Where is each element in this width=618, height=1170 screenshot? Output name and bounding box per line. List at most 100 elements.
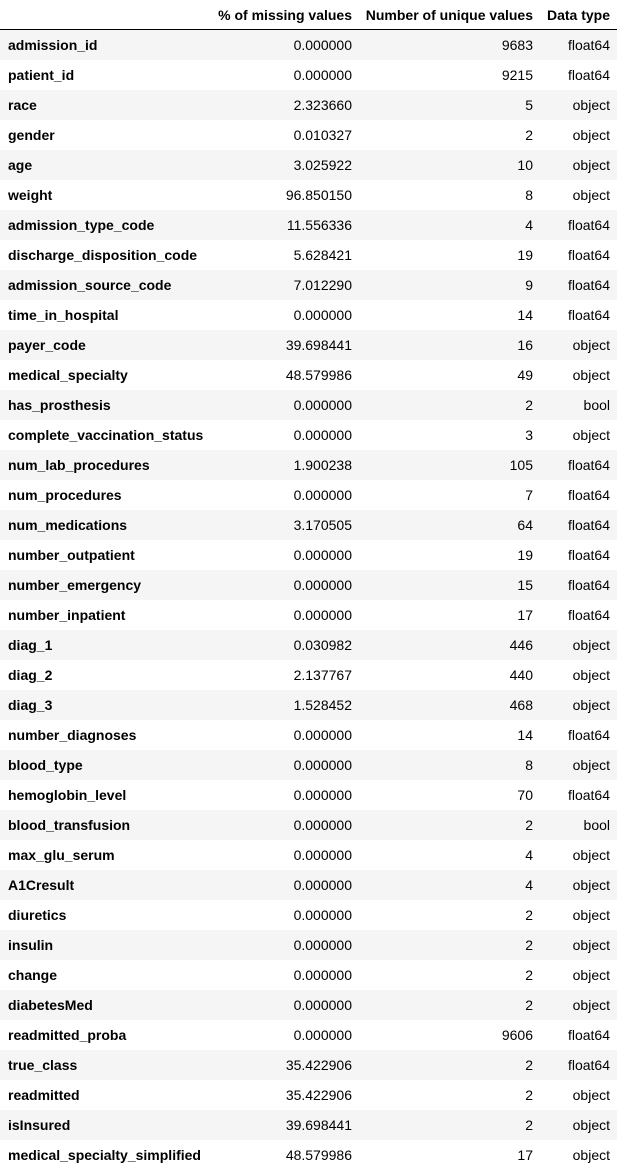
data-type-cell: object [572, 336, 610, 353]
unique-values-cell: 468 [509, 696, 533, 713]
column-name-cell: race [8, 96, 37, 113]
table-row: num_procedures 0.000000 7 float64 [0, 479, 617, 510]
column-name-cell: number_inpatient [8, 606, 126, 623]
column-name-cell: blood_transfusion [8, 816, 131, 833]
missing-values-cell: 0.000000 [293, 846, 352, 863]
data-type-cell: bool [583, 816, 610, 833]
unique-values-cell: 70 [517, 786, 533, 803]
data-type-cell: float64 [567, 1056, 610, 1073]
missing-values-cell: 0.000000 [293, 576, 352, 593]
table-row: diag_3 1.528452 468 object [0, 689, 617, 720]
table-row: admission_type_code 11.556336 4 float64 [0, 209, 617, 240]
column-name-cell: num_medications [8, 516, 128, 533]
missing-values-cell: 7.012290 [293, 276, 352, 293]
table-row: num_medications 3.170505 64 float64 [0, 509, 617, 540]
missing-values-cell: 48.579986 [285, 366, 352, 383]
unique-values-cell: 9606 [501, 1026, 533, 1043]
unique-values-cell: 4 [525, 876, 533, 893]
index-header [0, 0, 211, 30]
data-type-cell: object [572, 636, 610, 653]
unique-values-cell: 17 [517, 1146, 533, 1163]
data-type-cell: float64 [567, 726, 610, 743]
missing-values-cell: 0.000000 [293, 36, 352, 53]
unique-values-cell: 49 [517, 366, 533, 383]
data-type-cell: bool [583, 396, 610, 413]
column-name-cell: num_procedures [8, 486, 122, 503]
missing-values-cell: 0.000000 [293, 486, 352, 503]
missing-values-cell: 0.000000 [293, 996, 352, 1013]
data-type-cell: object [572, 126, 610, 143]
column-name-cell: change [8, 966, 58, 983]
column-name-cell: number_diagnoses [8, 726, 137, 743]
unique-values-cell: 8 [525, 756, 533, 773]
table-row: age 3.025922 10 object [0, 149, 617, 180]
table-row: diabetesMed 0.000000 2 object [0, 989, 617, 1020]
unique-values-cell: 17 [517, 606, 533, 623]
table-row: diag_1 0.030982 446 object [0, 629, 617, 660]
column-name-cell: admission_source_code [8, 276, 172, 293]
data-type-cell: object [572, 1086, 610, 1103]
data-type-cell: float64 [567, 216, 610, 233]
unique-values-cell: 19 [517, 546, 533, 563]
unique-values-cell: 9683 [501, 36, 533, 53]
table-row: weight 96.850150 8 object [0, 179, 617, 210]
missing-values-cell: 39.698441 [285, 336, 352, 353]
column-name-cell: age [8, 156, 33, 173]
column-name-cell: weight [8, 186, 53, 203]
table-row: patient_id 0.000000 9215 float64 [0, 59, 617, 90]
data-type-cell: object [572, 666, 610, 683]
missing-values-cell: 35.422906 [285, 1086, 352, 1103]
missing-values-cell: 11.556336 [286, 216, 352, 233]
data-type-cell: object [572, 846, 610, 863]
table-row: hemoglobin_level 0.000000 70 float64 [0, 779, 617, 810]
data-type-cell: object [572, 426, 610, 443]
missing-values-cell: 0.010327 [293, 126, 352, 143]
unique-values-cell: 14 [517, 726, 533, 743]
data-type-cell: float64 [567, 486, 610, 503]
column-name-cell: patient_id [8, 66, 75, 83]
table-row: number_outpatient 0.000000 19 float64 [0, 539, 617, 570]
missing-values-cell: 3.170505 [293, 516, 352, 533]
column-name-cell: max_glu_serum [8, 846, 115, 863]
column-name-cell: hemoglobin_level [8, 786, 127, 803]
table-row: num_lab_procedures 1.900238 105 float64 [0, 449, 617, 480]
unique-values-cell: 5 [525, 96, 533, 113]
column-name-cell: true_class [8, 1056, 78, 1073]
unique-values-cell: 8 [525, 186, 533, 203]
unique-values-cell: 4 [525, 216, 533, 233]
unique-values-header: Number of unique values [359, 0, 540, 30]
data-type-cell: object [572, 366, 610, 383]
data-type-cell: float64 [567, 576, 610, 593]
table-row: max_glu_serum 0.000000 4 object [0, 839, 617, 870]
table-row: medical_specialty_simplified 48.579986 17 o… [0, 1139, 617, 1170]
unique-values-cell: 440 [509, 666, 533, 683]
missing-values-cell: 0.000000 [293, 546, 352, 563]
missing-values-cell: 0.000000 [293, 876, 352, 893]
table-row: medical_specialty 48.579986 49 object [0, 359, 617, 390]
column-name-cell: complete_vaccination_status [8, 426, 204, 443]
table-row: insulin 0.000000 2 object [0, 929, 617, 960]
table-header: % of missing values Number of unique val… [0, 0, 617, 30]
column-name-cell: diuretics [8, 906, 67, 923]
unique-values-cell: 64 [517, 516, 533, 533]
table-row: number_inpatient 0.000000 17 float64 [0, 599, 617, 630]
missing-values-cell: 1.900238 [293, 456, 352, 473]
column-name-cell: medical_specialty [8, 366, 128, 383]
data-type-cell: float64 [567, 36, 610, 53]
column-name-cell: gender [8, 126, 55, 143]
table-row: discharge_disposition_code 5.628421 19 floa… [0, 239, 617, 270]
missing-values-cell: 5.628421 [293, 246, 352, 263]
column-name-cell: insulin [8, 936, 54, 953]
missing-values-cell: 0.000000 [293, 396, 352, 413]
column-name-cell: number_outpatient [8, 546, 135, 563]
data-type-cell: object [572, 906, 610, 923]
column-name-cell: diag_2 [8, 666, 53, 683]
data-type-cell: float64 [567, 516, 610, 533]
unique-values-cell: 14 [517, 306, 533, 323]
table-row: readmitted_proba 0.000000 9606 float64 [0, 1019, 617, 1050]
table-row: payer_code 39.698441 16 object [0, 329, 617, 360]
column-name-cell: payer_code [8, 336, 86, 353]
table-row: has_prosthesis 0.000000 2 bool [0, 389, 617, 420]
data-type-cell: float64 [567, 66, 610, 83]
